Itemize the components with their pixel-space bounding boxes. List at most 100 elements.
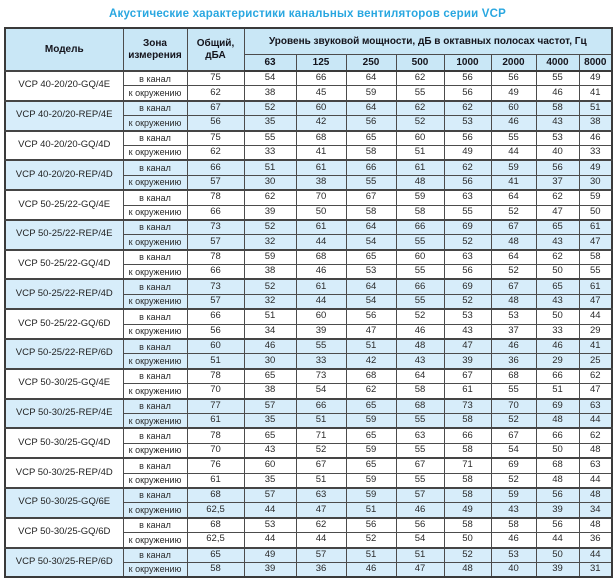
level-cell: 54	[345, 234, 397, 251]
total-dba-cell: 62	[186, 144, 245, 161]
zone-cell: к окружению	[122, 264, 188, 280]
level-cell: 46	[295, 264, 347, 280]
level-cell: 55	[490, 129, 537, 146]
table-row: VCP 50-25/22-GQ/6D в канал 66 51 60 56 52 53 53 5…	[4, 308, 613, 340]
level-cell: 55	[535, 70, 580, 87]
level-cell: 55	[395, 85, 445, 102]
total-dba-cell: 66	[186, 264, 245, 280]
zone-cell: в канал	[122, 308, 188, 325]
level-cell: 59	[395, 189, 445, 206]
level-cell: 25	[578, 353, 613, 370]
level-cell: 38	[578, 115, 613, 132]
level-cell: 51	[345, 546, 397, 563]
level-cell: 46	[395, 502, 445, 519]
table-row: к окружению 62 38 45 59 55 56 49 46 41	[5, 85, 613, 102]
level-cell: 43	[535, 115, 580, 132]
level-cell: 61	[295, 218, 347, 236]
level-cell: 58	[578, 248, 613, 266]
level-cell: 68	[295, 248, 347, 266]
level-cell: 51	[345, 338, 397, 355]
col-header-total: Общий, дБА	[186, 27, 245, 72]
zone-cell: в канал	[122, 486, 188, 504]
level-cell: 54	[490, 442, 537, 459]
zone-cell: в канал	[122, 457, 188, 474]
total-dba-cell: 61	[186, 412, 245, 429]
zone-cell: в канал	[122, 516, 188, 534]
level-cell: 36	[578, 532, 613, 548]
level-cell: 56	[345, 115, 397, 132]
level-cell: 58	[395, 383, 445, 400]
zone-cell: в канал	[122, 248, 188, 266]
total-dba-cell: 75	[186, 129, 245, 146]
level-cell: 48	[395, 174, 445, 191]
total-dba-cell: 57	[186, 234, 245, 251]
col-header-model: Модель	[4, 27, 124, 72]
level-cell: 44	[490, 144, 537, 161]
total-dba-cell: 56	[186, 115, 245, 132]
freq-header: 500	[395, 54, 445, 72]
level-cell: 48	[535, 412, 580, 429]
level-cell: 56	[345, 308, 397, 325]
total-dba-cell: 68	[186, 516, 245, 534]
level-cell: 63	[295, 486, 347, 504]
level-cell: 40	[535, 144, 580, 161]
level-cell: 58	[443, 412, 492, 429]
level-cell: 50	[295, 204, 347, 221]
level-cell: 51	[295, 472, 347, 489]
level-cell: 70	[490, 397, 537, 414]
level-cell: 63	[578, 397, 613, 414]
level-cell: 60	[295, 99, 347, 117]
level-cell: 59	[345, 486, 397, 504]
level-cell: 49	[243, 546, 297, 563]
level-cell: 64	[490, 248, 537, 266]
zone-cell: в канал	[122, 397, 188, 414]
level-cell: 55	[395, 442, 445, 459]
level-cell: 71	[295, 427, 347, 444]
level-cell: 43	[535, 293, 580, 310]
freq-header: 4000	[535, 54, 580, 72]
table-row: к окружению 70 43 52 59 55 58 54 50 48	[5, 442, 613, 459]
level-cell: 52	[395, 115, 445, 132]
level-cell: 63	[578, 457, 613, 474]
level-cell: 47	[578, 383, 613, 400]
level-cell: 53	[345, 264, 397, 280]
level-cell: 56	[535, 159, 580, 176]
level-cell: 38	[243, 85, 297, 102]
level-cell: 52	[490, 472, 537, 489]
level-cell: 50	[443, 532, 492, 548]
level-cell: 34	[243, 323, 297, 340]
level-cell: 61	[443, 383, 492, 400]
level-cell: 69	[535, 397, 580, 414]
level-cell: 34	[578, 502, 613, 519]
level-cell: 59	[490, 159, 537, 176]
level-cell: 47	[443, 338, 492, 355]
table-row: VCP 40-20/20-REP/4E в канал 67 52 60 64 62 62 60…	[4, 99, 613, 132]
level-cell: 50	[535, 546, 580, 563]
level-cell: 44	[295, 234, 347, 251]
level-cell: 29	[535, 353, 580, 370]
level-cell: 65	[345, 397, 397, 414]
level-cell: 54	[295, 383, 347, 400]
model-cell: VCP 50-25/22-REP/4D	[4, 278, 124, 310]
level-cell: 52	[490, 204, 537, 221]
level-cell: 62	[395, 70, 445, 87]
level-cell: 39	[535, 502, 580, 519]
level-cell: 41	[490, 174, 537, 191]
level-cell: 65	[345, 457, 397, 474]
level-cell: 66	[395, 278, 445, 295]
level-cell: 55	[345, 174, 397, 191]
level-cell: 51	[395, 546, 445, 563]
zone-cell: к окружению	[122, 502, 188, 519]
table-row: VCP 50-25/22-GQ/4E в канал 78 62 70 67 59 63 64 6…	[4, 189, 613, 221]
level-cell: 38	[243, 264, 297, 280]
level-cell: 33	[578, 144, 613, 161]
total-dba-cell: 62,5	[186, 502, 245, 519]
page-title: Акустические характеристики канальных ве…	[108, 8, 507, 20]
level-cell: 52	[395, 308, 445, 325]
level-cell: 43	[443, 323, 492, 340]
level-cell: 55	[443, 204, 492, 221]
level-cell: 70	[295, 189, 347, 206]
table-row: VCP 50-25/22-REP/4D в канал 73 52 61 64 66 69 67…	[4, 278, 613, 310]
level-cell: 62	[345, 383, 397, 400]
level-cell: 51	[345, 502, 397, 519]
